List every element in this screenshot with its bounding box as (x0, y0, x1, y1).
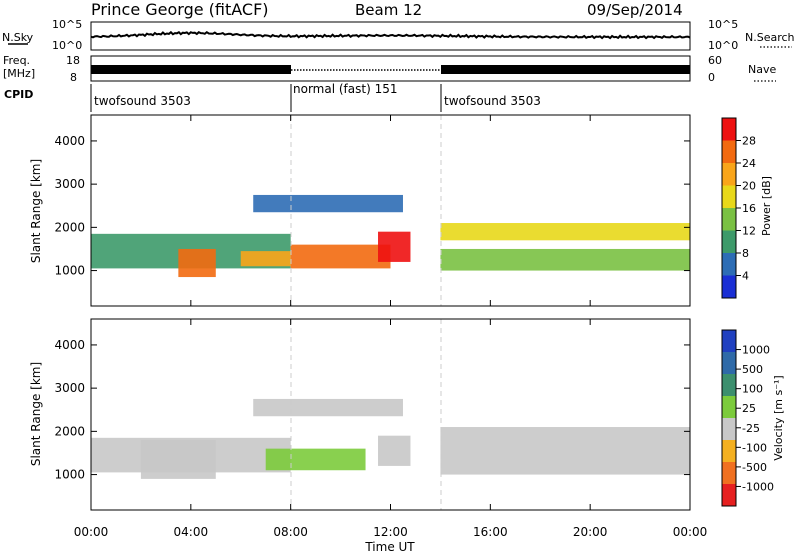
nave-tick-top: 60 (708, 54, 722, 67)
nsky-trace (90, 30, 691, 40)
nsearch-label: N.Search (745, 31, 795, 44)
nsky-tick-bottom: 10^0 (52, 39, 82, 52)
power-colorbar-swatch-8 (722, 275, 736, 299)
velocity-colorbar-swatch-1 (722, 330, 736, 353)
beam-label: Beam 12 (355, 1, 422, 19)
power-colorbar-swatch-6 (722, 230, 736, 254)
cpid-segment-3: twofsound 3503 (444, 94, 541, 108)
power-colorbar-swatch-3 (722, 163, 736, 186)
power-colorbar-swatch-5 (722, 208, 736, 231)
power-ytick-label-4: 4000 (54, 134, 85, 148)
power-colorbar-tick-label-1: 28 (742, 135, 756, 148)
cpid-label: CPID (4, 88, 33, 101)
power-ylabel: Slant Range [km] (29, 159, 43, 263)
power-ytick-label-2: 2000 (54, 220, 85, 234)
freq-label-line2: [MHz] (3, 67, 35, 80)
velocity-ylabel: Slant Range [km] (29, 362, 43, 466)
nave-label: Nave (748, 63, 776, 76)
velocity-ytick-label-4: 4000 (54, 338, 85, 352)
nsky-label: N.Sky (2, 31, 34, 44)
date-label: 09/Sep/2014 (587, 1, 683, 19)
freq-tick-bottom: 8 (70, 71, 77, 84)
freq-band-seg-1 (91, 65, 291, 74)
velocity-region-2 (140, 439, 216, 479)
power-colorbar-tick-label-6: 8 (742, 247, 749, 260)
power-colorbar-ticks: 28 24 20 16 12 8 4 (736, 135, 756, 283)
time-tick-label-3: 08:00 (273, 525, 308, 539)
velocity-region-4 (253, 398, 403, 417)
time-tick-label-2: 04:00 (174, 525, 209, 539)
velocity-colorbar-tick-label-3: 100 (742, 383, 763, 396)
velocity-colorbar-tick-label-8: -1000 (742, 480, 774, 493)
velocity-colorbar-tick-label-7: -500 (742, 461, 767, 474)
velocity-ytick-label-2: 2000 (54, 424, 85, 438)
power-region-2 (178, 248, 216, 278)
power-colorbar-tick-label-7: 4 (742, 270, 749, 283)
nsky-panel (90, 21, 691, 51)
nsearch-tick-top: 10^5 (708, 18, 738, 31)
power-colorbar-swatch-2 (722, 140, 736, 164)
time-tick-label-4: 12:00 (373, 525, 408, 539)
power-colorbar-swatch-1 (722, 118, 736, 141)
power-region-6 (378, 231, 411, 262)
power-ytick-label-3: 3000 (54, 177, 85, 191)
power-colorbar-tick-label-4: 16 (742, 202, 756, 215)
power-colorbar (722, 118, 736, 299)
time-tick-label-7: 00:00 (673, 525, 708, 539)
power-region-5 (253, 194, 403, 213)
power-region-3 (240, 251, 291, 267)
freq-label-line1: Freq. (3, 54, 30, 67)
power-region-7 (440, 248, 690, 271)
station-title: Prince George (fitACF) (91, 0, 269, 19)
time-tick-label-6: 20:00 (573, 525, 608, 539)
velocity-ytick-label-3: 3000 (54, 381, 85, 395)
velocity-colorbar-swatch-4 (722, 396, 736, 419)
velocity-colorbar (722, 330, 736, 507)
freq-tick-top: 18 (66, 54, 80, 67)
nave-tick-bottom: 0 (708, 71, 715, 84)
velocity-colorbar-swatch-7 (722, 462, 736, 485)
power-ytick-label-1: 1000 (54, 264, 85, 278)
power-heatmap-cells (91, 194, 690, 278)
velocity-region-3 (265, 448, 366, 471)
velocity-colorbar-swatch-3 (722, 374, 736, 397)
velocity-colorbar-swatch-8 (722, 484, 736, 507)
velocity-colorbar-tick-label-2: 500 (742, 363, 763, 376)
velocity-colorbar-swatch-6 (722, 440, 736, 463)
time-tick-label-5: 16:00 (473, 525, 508, 539)
velocity-colorbar-frame (721, 329, 737, 507)
velocity-heatmap-cells (91, 398, 690, 479)
time-tick-label-1: 00:00 (74, 525, 109, 539)
velocity-colorbar-tick-label-1: 1000 (742, 344, 770, 357)
power-region-8 (440, 223, 690, 241)
cpid-segment-2: normal (fast) 151 (293, 82, 397, 96)
velocity-colorbar-tick-label-4: 25 (742, 402, 756, 415)
power-colorbar-tick-label-5: 12 (742, 225, 756, 238)
velocity-colorbar-swatch-2 (722, 352, 736, 375)
velocity-colorbar-ticks: 1000 500 100 25 -25 -100 -500 -1000 (736, 344, 774, 493)
cpid-segment-1: twofsound 3503 (94, 94, 191, 108)
time-axis-ticks: 00:00 04:00 08:00 12:00 16:00 20:00 00:00 (74, 115, 708, 539)
velocity-colorbar-tick-label-5: -25 (742, 422, 760, 435)
nsearch-tick-bottom: 10^0 (708, 39, 738, 52)
time-axis-label: Time UT (364, 540, 415, 554)
velocity-colorbar-label: Velocity [m s⁻¹] (772, 375, 785, 460)
power-colorbar-swatch-4 (722, 185, 736, 209)
velocity-region-5 (378, 435, 411, 466)
power-range-ticks: 1000 2000 3000 4000 (54, 134, 690, 278)
velocity-range-ticks: 1000 2000 3000 4000 (54, 338, 690, 482)
power-colorbar-tick-label-2: 24 (742, 157, 756, 170)
power-colorbar-tick-label-3: 20 (742, 180, 756, 193)
velocity-region-6 (440, 427, 690, 475)
nsky-tick-top: 10^5 (52, 18, 82, 31)
freq-band-seg-3 (441, 65, 690, 74)
velocity-colorbar-swatch-5 (722, 418, 736, 441)
power-colorbar-label: Power [dB] (760, 176, 773, 236)
velocity-ytick-label-1: 1000 (54, 468, 85, 482)
power-colorbar-swatch-7 (722, 253, 736, 276)
velocity-colorbar-tick-label-6: -100 (742, 441, 767, 454)
power-region-4 (290, 244, 391, 269)
